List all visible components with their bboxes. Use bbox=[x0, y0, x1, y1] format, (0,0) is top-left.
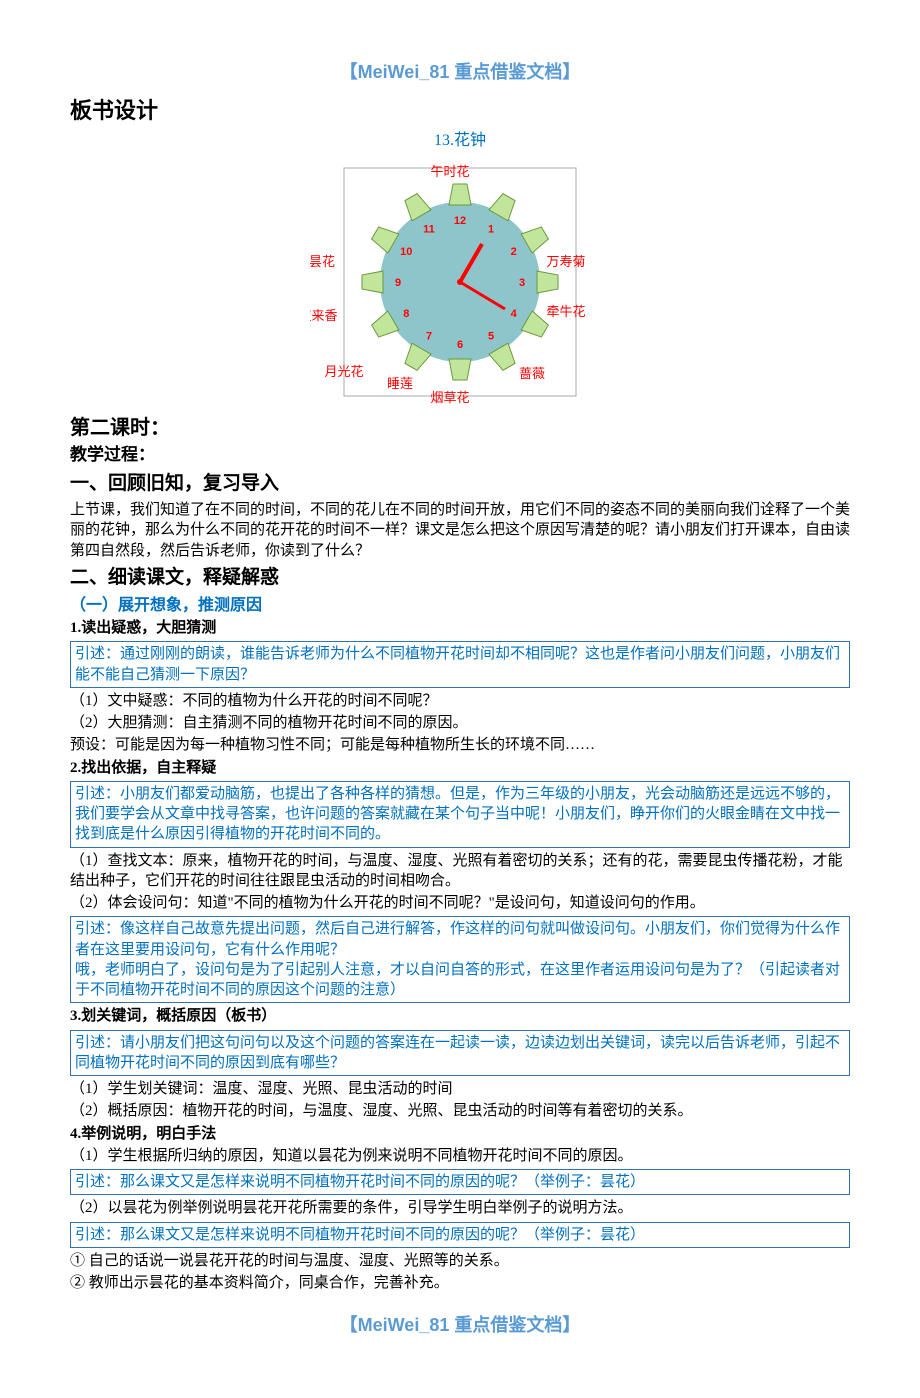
point-2-box-2: 引述：像这样自己故意先提出问题，然后自己进行解答，作这样的问句就叫做设问句。小朋… bbox=[70, 916, 850, 1003]
svg-text:4: 4 bbox=[511, 308, 518, 320]
clock-diagram: 13.花钟 123456789101112 午时花万寿菊牵牛花蔷薇烟草花睡莲月光… bbox=[70, 130, 850, 409]
section-2-title: 二、细读课文，释疑解惑 bbox=[70, 565, 850, 591]
point-4-line-4: ② 教师出示昙花的基本资料简介，同桌合作，完善补充。 bbox=[70, 1273, 850, 1293]
svg-text:7: 7 bbox=[426, 330, 432, 342]
point-4-line-1: （1）学生根据所归纳的原因，知道以昙花为例来说明不同植物开花时间不同的原因。 bbox=[70, 1146, 850, 1166]
point-3-box: 引述：请小朋友们把这句问句以及这个问题的答案连在一起读一读，边读边划出关键词，读… bbox=[70, 1030, 850, 1077]
svg-text:9: 9 bbox=[395, 277, 401, 289]
svg-text:睡莲: 睡莲 bbox=[387, 376, 413, 391]
svg-text:蔷薇: 蔷薇 bbox=[519, 366, 545, 381]
point-1-title: 1.读出疑惑，大胆猜测 bbox=[70, 618, 850, 638]
section-2-sub: （一）展开想象，推测原因 bbox=[70, 595, 850, 617]
point-2-line-2: （2）体会设问句：知道"不同的植物为什么开花的时间不同呢？"是设问句，知道设问句… bbox=[70, 893, 850, 913]
svg-text:牵牛花: 牵牛花 bbox=[546, 304, 585, 319]
svg-text:月光花: 月光花 bbox=[324, 364, 363, 379]
point-1-line-3: 预设：可能是因为每一种植物习性不同；可能是每种植物所生长的环境不同…… bbox=[70, 735, 850, 755]
clock-title: 13.花钟 bbox=[70, 130, 850, 152]
point-1-box: 引述：通过刚刚的朗读，谁能告诉老师为什么不同植物开花时间却不相同呢？这也是作者问… bbox=[70, 641, 850, 688]
point-2-box: 引述：小朋友们都爱动脑筋，也提出了各种各样的猜想。但是，作为三年级的小朋友，光会… bbox=[70, 781, 850, 848]
board-design-title: 板书设计 bbox=[70, 96, 850, 126]
point-1-line-1: （1）文中疑惑：不同的植物为什么开花的时间不同呢？ bbox=[70, 691, 850, 711]
header-watermark: 【MeiWei_81 重点借鉴文档】 bbox=[70, 60, 850, 84]
lesson-title: 第二课时： bbox=[70, 415, 850, 442]
svg-text:昙花: 昙花 bbox=[310, 254, 335, 269]
point-3-line-1: （1）学生划关键词：温度、湿度、光照、昆虫活动的时间 bbox=[70, 1079, 850, 1099]
svg-text:夜来香: 夜来香 bbox=[310, 308, 338, 323]
svg-text:3: 3 bbox=[519, 277, 525, 289]
svg-text:1: 1 bbox=[488, 223, 494, 235]
svg-text:烟草花: 烟草花 bbox=[430, 390, 469, 405]
point-4-box-1: 引述：那么课文又是怎样来说明不同植物开花时间不同的原因的呢？（举例子：昙花） bbox=[70, 1169, 850, 1195]
point-4-line-2: （2）以昙花为例举例说明昙花开花所需要的条件，引导学生明白举例子的说明方法。 bbox=[70, 1198, 850, 1218]
svg-text:8: 8 bbox=[403, 308, 409, 320]
process-title: 教学过程： bbox=[70, 444, 850, 467]
svg-text:12: 12 bbox=[454, 215, 466, 227]
point-2-title: 2.找出依据，自主释疑 bbox=[70, 758, 850, 778]
svg-text:11: 11 bbox=[423, 223, 435, 235]
footer-watermark: 【MeiWei_81 重点借鉴文档】 bbox=[70, 1313, 850, 1337]
point-3-line-2: （2）概括原因：植物开花的时间，与温度、湿度、光照、昆虫活动的时间等有着密切的关… bbox=[70, 1101, 850, 1121]
point-4-box-2: 引述：那么课文又是怎样来说明不同植物开花时间不同的原因的呢？（举例子：昙花） bbox=[70, 1222, 850, 1248]
section-1-title: 一、回顾旧知，复习导入 bbox=[70, 471, 850, 497]
svg-text:10: 10 bbox=[400, 246, 412, 258]
point-2-line-1: （1）查找文本：原来，植物开花的时间，与温度、湿度、光照有着密切的关系；还有的花… bbox=[70, 851, 850, 892]
point-1-line-2: （2）大胆猜测：自主猜测不同的植物开花时间不同的原因。 bbox=[70, 713, 850, 733]
svg-text:午时花: 午时花 bbox=[430, 164, 469, 179]
svg-text:2: 2 bbox=[511, 246, 517, 258]
point-4-line-3: ① 自己的话说一说昙花开花的时间与温度、湿度、光照等的关系。 bbox=[70, 1251, 850, 1271]
svg-text:6: 6 bbox=[457, 339, 463, 351]
point-3-title: 3.划关键词，概括原因（板书） bbox=[70, 1006, 850, 1026]
flower-clock-svg: 123456789101112 午时花万寿菊牵牛花蔷薇烟草花睡莲月光花夜来香昙花 bbox=[310, 154, 610, 409]
point-4-title: 4.举例说明，明白手法 bbox=[70, 1124, 850, 1144]
svg-text:5: 5 bbox=[488, 330, 494, 342]
section-1-para: 上节课，我们知道了在不同的时间，不同的花儿在不同的时间开放，用它们不同的姿态不同… bbox=[70, 500, 850, 561]
svg-text:万寿菊: 万寿菊 bbox=[546, 254, 585, 269]
